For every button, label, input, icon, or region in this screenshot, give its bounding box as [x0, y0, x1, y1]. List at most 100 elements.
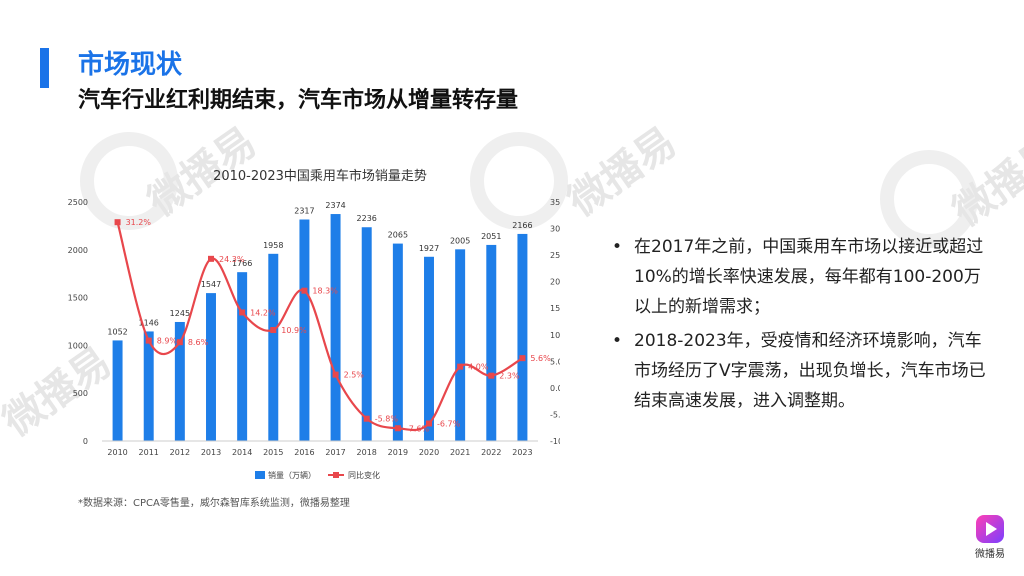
legend-line-label: 同比变化: [348, 470, 380, 480]
y-right-tick-label: 30.0%: [550, 225, 560, 234]
bar-value-label: 2317: [294, 206, 314, 215]
bar-value-label: 2005: [450, 236, 470, 245]
x-tick-label: 2013: [201, 448, 221, 457]
line-point: [114, 219, 121, 226]
line-point: [239, 309, 246, 316]
bar: [486, 244, 497, 441]
y-right-tick-label: 10.0%: [550, 331, 560, 340]
y-left-tick-label: 1000: [68, 341, 88, 350]
line-value-label: -7.6%: [406, 424, 430, 433]
bar: [112, 340, 123, 441]
line-value-label: 18.3%: [312, 287, 338, 296]
bar-value-label: 1146: [139, 318, 159, 327]
bar: [424, 256, 434, 441]
line-value-label: 10.9%: [281, 326, 307, 335]
title-accent-bar: [40, 48, 49, 88]
y-left-tick-label: 0: [83, 437, 88, 446]
x-tick-label: 2018: [357, 448, 377, 457]
bar: [330, 214, 341, 441]
line-value-label: 14.2%: [250, 308, 276, 317]
line-value-label: -6.7%: [437, 419, 461, 428]
x-tick-label: 2014: [232, 448, 252, 457]
line-point: [519, 355, 526, 362]
y-right-tick-label: -10.0%: [550, 437, 560, 446]
sales-chart: 2010-2023中国乘用车市场销量走势 0 500 1000 1500 2000 2500…: [68, 168, 560, 480]
line-point: [363, 415, 370, 422]
bar-value-label: 2166: [512, 221, 532, 230]
play-icon: [976, 515, 1004, 543]
bar-value-label: 2374: [325, 201, 345, 210]
bullet-item: • 2018-2023年，受疫情和经济环境影响，汽车市场经历了V字震荡，出现负增…: [612, 326, 992, 416]
bullet-marker: •: [612, 237, 623, 257]
line-point: [457, 363, 464, 370]
bullet-marker: •: [612, 331, 623, 351]
line-value-label: -5.8%: [375, 415, 399, 424]
data-source-note: *数据来源：CPCA零售量，威尔森智库系统监测，微播易整理: [78, 498, 350, 509]
bar: [455, 249, 466, 441]
y-left-tick-label: 500: [73, 389, 88, 398]
y-left-tick-label: 2000: [68, 246, 88, 255]
line-point: [145, 337, 152, 344]
y-left-tick-label: 1500: [68, 294, 88, 303]
line-value-label: 8.9%: [157, 337, 178, 346]
legend-bar-swatch: [255, 471, 265, 479]
watermark: 微播易: [559, 119, 685, 226]
bar-value-label: 2051: [481, 232, 501, 241]
line-value-label: 24.3%: [219, 255, 245, 264]
page-title: 市场现状: [78, 50, 183, 80]
chart-title: 2010-2023中国乘用车市场销量走势: [213, 168, 427, 184]
bullet-list: • 在2017年之前，中国乘用车市场以接近或超过10%的增长率快速发展，每年都有…: [612, 232, 992, 420]
line-value-label: 5.6%: [530, 354, 551, 363]
line-value-label: 2.3%: [499, 372, 520, 381]
x-tick-label: 2012: [170, 448, 190, 457]
line-point: [301, 287, 308, 294]
x-tick-label: 2022: [481, 448, 501, 457]
bar-value-label: 1766: [232, 259, 252, 268]
bar-value-label: 1245: [170, 309, 190, 318]
bar-value-label: 1927: [419, 244, 439, 253]
line-value-label: 4.0%: [468, 363, 489, 372]
legend-line-marker: [333, 472, 339, 478]
y-right-tick-label: 25.0%: [550, 251, 560, 260]
x-tick-label: 2023: [512, 448, 532, 457]
x-tick-label: 2020: [419, 448, 439, 457]
line-point: [488, 372, 495, 379]
bar-value-label: 2236: [357, 214, 377, 223]
y-right-tick-label: 20.0%: [550, 278, 560, 287]
bullet-text: 2018-2023年，受疫情和经济环境影响，汽车市场经历了V字震荡，出现负增长，…: [634, 331, 986, 411]
x-tick-label: 2021: [450, 448, 470, 457]
line-point: [332, 371, 339, 378]
x-tick-label: 2010: [107, 448, 127, 457]
line-point: [270, 326, 277, 333]
x-tick-label: 2019: [388, 448, 408, 457]
line-point: [426, 420, 432, 427]
y-right-tick-label: -5.0%: [550, 410, 560, 419]
bar: [237, 272, 248, 441]
bar-value-label: 2065: [388, 231, 408, 240]
line-point: [394, 425, 401, 432]
bar-value-label: 1547: [201, 280, 221, 289]
y-right-tick-label: 35.0%: [550, 198, 560, 207]
bar: [517, 233, 528, 441]
x-tick-label: 2016: [294, 448, 314, 457]
bar: [268, 253, 279, 441]
y-right-tick-label: 0.0%: [550, 384, 560, 393]
y-right-tick-label: 15.0%: [550, 304, 560, 313]
bar-value-label: 1052: [107, 327, 127, 336]
bar: [143, 331, 154, 441]
legend-bar-label: 销量（万辆）: [268, 470, 316, 480]
bullet-item: • 在2017年之前，中国乘用车市场以接近或超过10%的增长率快速发展，每年都有…: [612, 232, 992, 322]
line-value-label: 8.6%: [188, 338, 209, 347]
bullet-text: 在2017年之前，中国乘用车市场以接近或超过10%的增长率快速发展，每年都有10…: [634, 237, 984, 317]
bar-value-label: 1958: [263, 241, 283, 250]
x-tick-label: 2015: [263, 448, 283, 457]
y-left-tick-label: 2500: [68, 198, 88, 207]
y-right-tick-label: 5.0%: [550, 357, 560, 366]
x-tick-label: 2011: [139, 448, 159, 457]
line-point: [176, 339, 183, 346]
line-point: [208, 255, 214, 262]
bar: [206, 293, 216, 441]
page-subtitle: 汽车行业红利期结束，汽车市场从增量转存量: [78, 88, 519, 113]
bar: [174, 321, 185, 441]
line-value-label: 2.5%: [344, 371, 365, 380]
